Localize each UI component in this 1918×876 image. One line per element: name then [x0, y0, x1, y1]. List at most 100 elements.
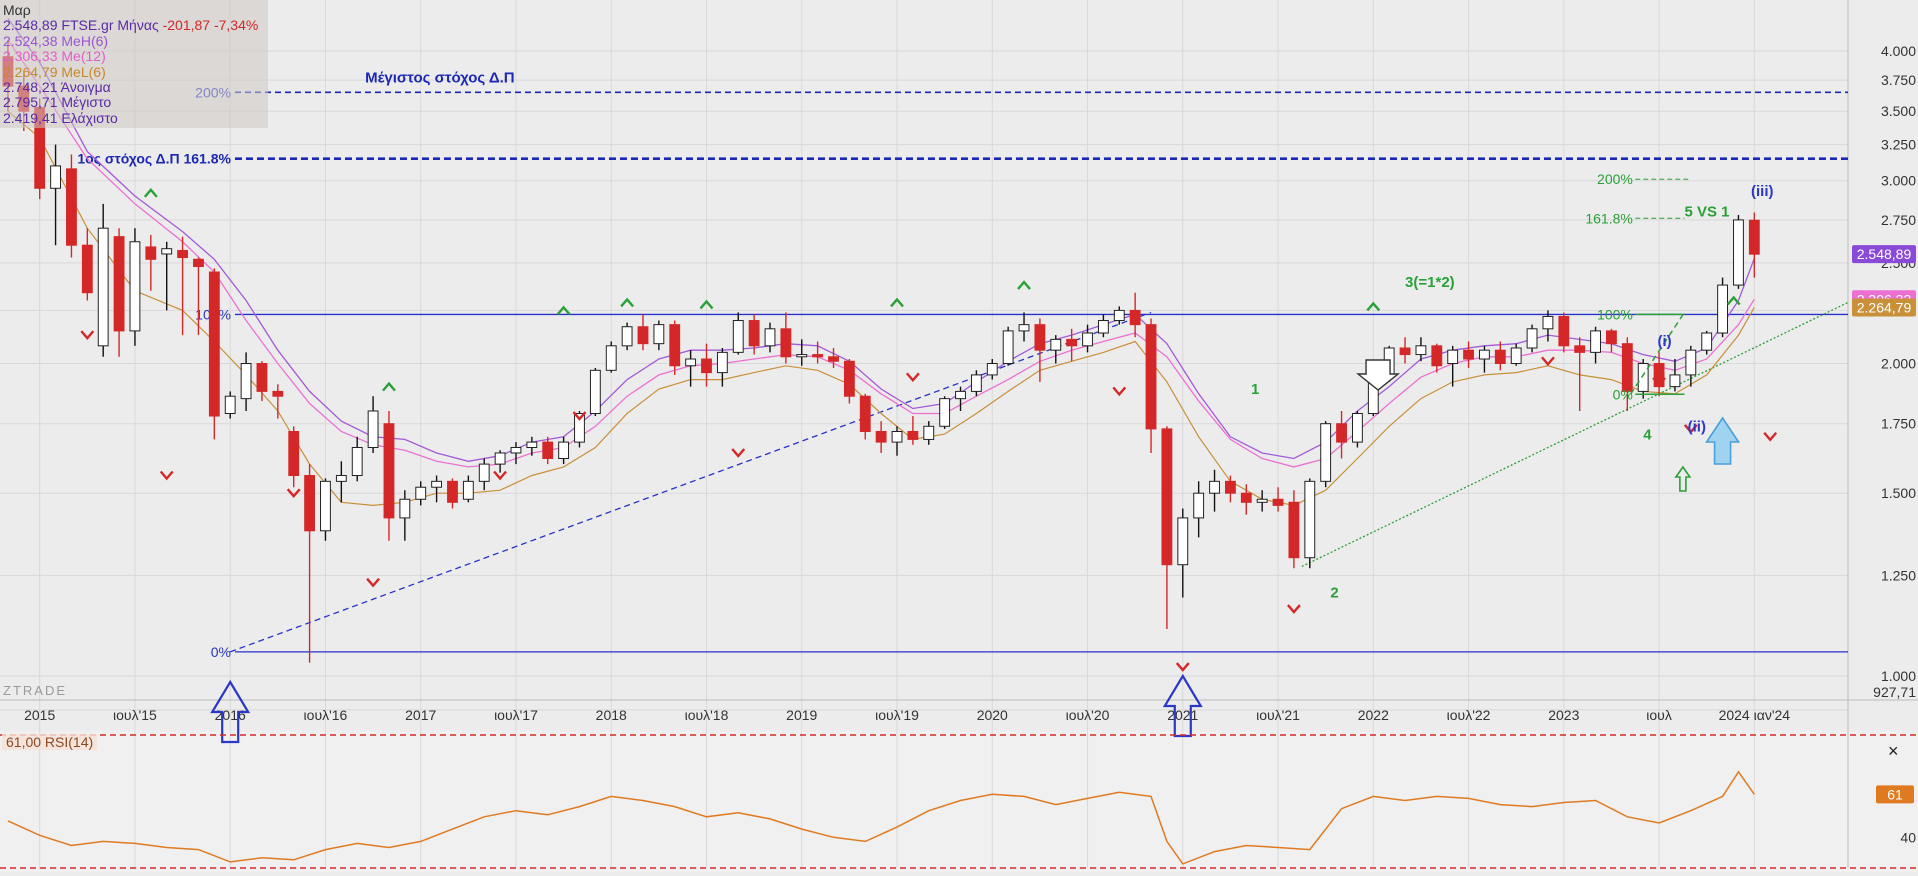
y-tick-label: 927,71 [1873, 684, 1916, 700]
candle-body [81, 244, 93, 294]
x-tick-label: ιουλ'20 [1066, 707, 1110, 723]
brand-watermark: ZTRADE [3, 683, 67, 698]
candle-body [1050, 338, 1062, 351]
rsi-label: 61,00 RSI(14) [2, 734, 98, 750]
candle-body [97, 227, 109, 347]
y-tick-label: 3.750 [1881, 72, 1916, 88]
x-tick-label: 2017 [405, 707, 436, 723]
level-label-0: 0% [211, 644, 231, 660]
candle-body [1352, 413, 1363, 443]
candle-body [716, 351, 728, 374]
candle-body [748, 320, 760, 347]
legend-line-mel6: 2.264,79 MeL(6) [3, 63, 106, 80]
swing-low-marker [493, 470, 508, 481]
candle-body [1621, 343, 1633, 392]
candle-body [574, 413, 585, 443]
candle-body [177, 249, 188, 259]
x-tick-label: 2015 [24, 707, 55, 723]
wave-label-iii: (iii) [1751, 183, 1774, 200]
candle-body [1320, 423, 1332, 482]
candle-body [828, 356, 839, 362]
candle-body [1526, 328, 1538, 349]
candle-body [1145, 324, 1157, 430]
candle-body [923, 425, 935, 440]
candle-body [1256, 498, 1268, 503]
wave-label-4: 4 [1643, 426, 1652, 443]
candle-body [145, 246, 157, 260]
candle-body [1669, 374, 1681, 388]
candle-body [256, 363, 268, 392]
small-fib-label-0: 0% [1613, 386, 1633, 402]
candle-body [478, 463, 490, 482]
candle-body [780, 328, 792, 358]
candle-body [1479, 349, 1490, 360]
candle-body [701, 358, 712, 374]
candle-body [542, 441, 554, 460]
rsi-value-badge [1876, 785, 1914, 804]
swing-low-marker [572, 411, 587, 421]
legend-line-high: 2.795,71 Μέγιστο [3, 94, 112, 111]
candle-body [272, 390, 284, 397]
swing-low-marker [286, 488, 301, 499]
x-tick-label: ιουλ'21 [1256, 707, 1300, 723]
candle-body [224, 395, 236, 415]
candle-body [796, 354, 808, 358]
y-tick-label: 3.000 [1881, 173, 1916, 189]
candle-body [605, 345, 617, 371]
candle-body [415, 486, 427, 500]
swing-high-marker [890, 297, 904, 308]
candle-body [1288, 501, 1300, 559]
x-tick-label: ιουλ'16 [304, 707, 348, 723]
candle-body [669, 324, 681, 367]
level-label-161: 1ος στόχος Δ.Π 161.8% [77, 151, 231, 167]
legend-value: 2.548,89 [3, 17, 58, 34]
candle-body [1574, 345, 1586, 353]
small-fib-diagonal [1629, 311, 1686, 395]
candle-body [431, 480, 443, 488]
swing-high-marker [556, 305, 571, 316]
candle-body [875, 430, 887, 443]
up-arrow-icon [210, 679, 251, 744]
candle-body [494, 452, 506, 465]
light-up-arrow-icon [1705, 416, 1741, 465]
candle-body [66, 168, 77, 246]
down-arrow-icon [1356, 359, 1401, 391]
wave-label-5vs1: 5 VS 1 [1684, 204, 1729, 221]
swing-low-marker [1287, 604, 1301, 614]
candle-body [129, 241, 141, 332]
candle-body [558, 441, 570, 460]
x-tick-label: 2016 [215, 707, 246, 723]
candle-body [1717, 284, 1728, 334]
swing-low-marker [731, 448, 746, 458]
legend-box: Μαρ 2.548,89 FTSE.gr Μήνας -201,87 -7,34… [0, 0, 268, 128]
ma-high-6-line [7, 18, 1755, 462]
candle-body [193, 258, 204, 268]
swing-low-marker [366, 577, 381, 588]
candle-body [1748, 219, 1760, 255]
y-tick-label: 1.250 [1881, 567, 1916, 583]
candle-body [383, 423, 395, 519]
x-tick-label: 2022 [1358, 707, 1389, 723]
candle-body [970, 374, 982, 392]
candle-body [621, 326, 633, 347]
candle-body [1224, 480, 1236, 494]
small-green-arrow-icon [1674, 465, 1692, 492]
candle-body [1113, 309, 1125, 322]
y-tick-label: 2.000 [1881, 356, 1916, 372]
candle-body [1240, 492, 1252, 503]
swing-low-marker [905, 372, 920, 383]
candle-body [462, 480, 474, 500]
candle-body [812, 354, 824, 358]
wave-label-3: 3(=1*2) [1405, 274, 1455, 291]
green-support-trendline [1301, 301, 1849, 568]
legend-change: -201,87 -7,34% [162, 17, 259, 34]
candle-body [161, 248, 173, 255]
candle-body [939, 398, 951, 427]
close-icon[interactable]: × [1888, 741, 1899, 761]
candle-body [637, 326, 649, 345]
candle-body [1733, 219, 1744, 286]
candle-body [240, 363, 252, 400]
legend-name: FTSE.gr Μήνας [61, 17, 159, 34]
